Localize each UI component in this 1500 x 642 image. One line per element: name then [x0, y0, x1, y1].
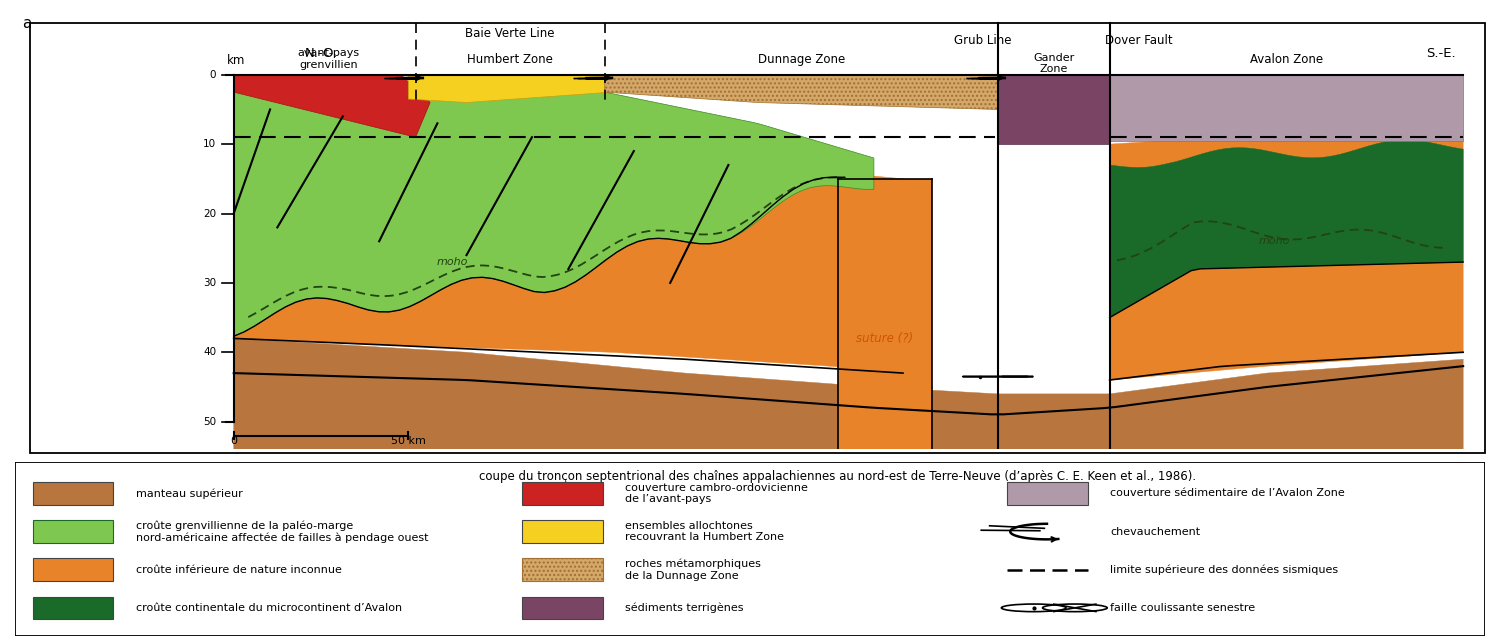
- Text: coupe du tronçon septentrional des chaînes appalachiennes au nord-est de Terre-N: coupe du tronçon septentrional des chaîn…: [478, 470, 1196, 483]
- Text: a: a: [22, 16, 32, 31]
- Text: 50: 50: [202, 417, 216, 427]
- Text: ensembles allochtones
recouvrant la Humbert Zone: ensembles allochtones recouvrant la Humb…: [626, 521, 784, 542]
- Text: 0: 0: [230, 436, 237, 446]
- Text: 30: 30: [202, 278, 216, 288]
- Polygon shape: [1110, 74, 1462, 141]
- FancyBboxPatch shape: [33, 559, 114, 581]
- Polygon shape: [604, 74, 998, 109]
- Polygon shape: [408, 74, 612, 103]
- FancyBboxPatch shape: [522, 559, 603, 581]
- Text: moho: moho: [436, 257, 468, 267]
- Text: avant-pays
grenvillien: avant-pays grenvillien: [297, 48, 360, 70]
- Polygon shape: [1110, 130, 1462, 380]
- Text: Humbert Zone: Humbert Zone: [466, 53, 554, 65]
- Text: couverture cambro-ordovicienne
de l’avant-pays: couverture cambro-ordovicienne de l’avan…: [626, 483, 809, 504]
- Text: 20: 20: [202, 209, 216, 218]
- Text: N.-O.: N.-O.: [304, 48, 338, 60]
- Text: Avalon Zone: Avalon Zone: [1250, 53, 1323, 65]
- Text: croûte grenvillienne de la paléo-marge
nord-américaine affectée de failles à pen: croûte grenvillienne de la paléo-marge n…: [135, 520, 427, 543]
- Text: roches métamorphiques
de la Dunnage Zone: roches métamorphiques de la Dunnage Zone: [626, 559, 760, 581]
- FancyBboxPatch shape: [522, 596, 603, 619]
- Text: S.-E.: S.-E.: [1426, 48, 1456, 60]
- Text: km: km: [226, 55, 244, 67]
- FancyBboxPatch shape: [33, 520, 114, 543]
- Text: manteau supérieur: manteau supérieur: [135, 488, 243, 499]
- FancyBboxPatch shape: [33, 482, 114, 505]
- Text: Gander
Zone: Gander Zone: [1034, 53, 1074, 74]
- Text: croûte continentale du microcontinent d’Avalon: croûte continentale du microcontinent d’…: [135, 603, 402, 613]
- Text: Baie Verte Line: Baie Verte Line: [465, 26, 555, 40]
- Polygon shape: [234, 85, 874, 336]
- Text: chevauchement: chevauchement: [1110, 526, 1200, 537]
- Polygon shape: [234, 74, 430, 137]
- Polygon shape: [234, 165, 903, 373]
- FancyBboxPatch shape: [522, 482, 603, 505]
- Text: moho: moho: [1258, 236, 1290, 247]
- Polygon shape: [1110, 140, 1462, 318]
- Text: faille coulissante senestre: faille coulissante senestre: [1110, 603, 1256, 613]
- Text: limite supérieure des données sismiques: limite supérieure des données sismiques: [1110, 564, 1338, 575]
- Text: Grub Line: Grub Line: [954, 33, 1012, 47]
- Text: Dover Fault: Dover Fault: [1106, 33, 1173, 47]
- Text: croûte inférieure de nature inconnue: croûte inférieure de nature inconnue: [135, 565, 342, 575]
- Text: sédiments terrigènes: sédiments terrigènes: [626, 603, 744, 613]
- Polygon shape: [837, 179, 932, 449]
- FancyBboxPatch shape: [522, 520, 603, 543]
- Text: Dunnage Zone: Dunnage Zone: [758, 53, 844, 65]
- FancyBboxPatch shape: [33, 596, 114, 619]
- Text: suture (?): suture (?): [855, 332, 912, 345]
- Text: 50 km: 50 km: [392, 436, 426, 446]
- Text: 40: 40: [202, 347, 216, 357]
- Polygon shape: [998, 74, 1110, 144]
- Text: 10: 10: [202, 139, 216, 149]
- Polygon shape: [234, 338, 1462, 449]
- Text: 0: 0: [210, 70, 216, 80]
- FancyBboxPatch shape: [1008, 482, 1088, 505]
- Text: couverture sédimentaire de l’Avalon Zone: couverture sédimentaire de l’Avalon Zone: [1110, 489, 1346, 498]
